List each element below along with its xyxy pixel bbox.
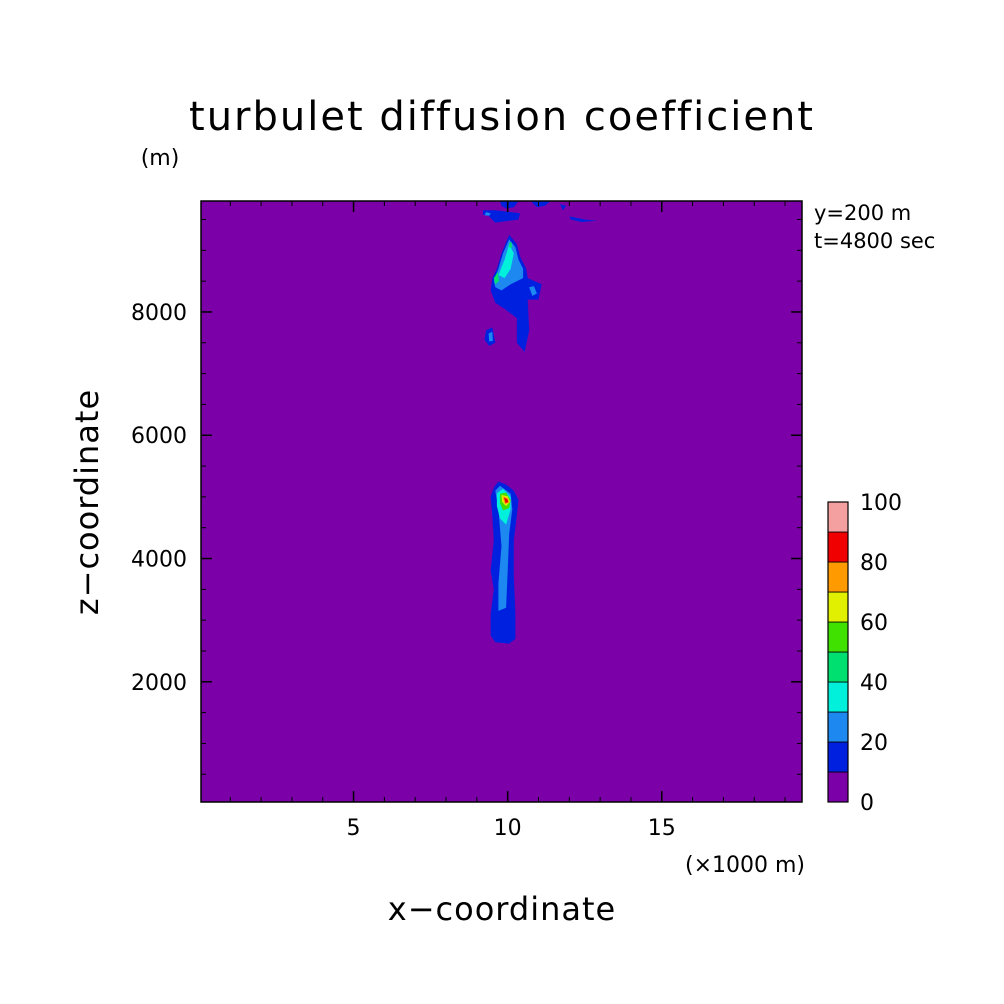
x-tick-label: 5 xyxy=(347,816,361,841)
contour-region xyxy=(529,286,537,296)
x-tick-label: 15 xyxy=(648,816,676,841)
colorbar-swatch xyxy=(827,681,849,713)
plot-area xyxy=(200,200,803,803)
colorbar-swatch xyxy=(827,621,849,653)
contour-region xyxy=(483,210,520,223)
colorbar-swatch xyxy=(827,531,849,563)
colorbar: 0 20 40 60 80 100 xyxy=(827,491,902,816)
chart-title: turbulet diffusion coefficient xyxy=(189,94,815,140)
y-tick-label: 8000 xyxy=(131,301,187,326)
x-axis-label: x−coordinate xyxy=(388,890,616,928)
x-tick-label: 10 xyxy=(494,816,522,841)
y-tick-label: 4000 xyxy=(131,548,187,573)
x-unit-label: (×1000 m) xyxy=(685,853,805,878)
annotation-y: y=200 m xyxy=(814,201,911,225)
contour-fills xyxy=(483,201,597,644)
contour-region xyxy=(509,242,513,248)
contour-region xyxy=(530,201,551,208)
y-axis-label: z−coordinate xyxy=(68,389,106,615)
colorbar-tick-label: 20 xyxy=(860,731,888,756)
y-tick-label: 2000 xyxy=(131,671,187,696)
colorbar-swatch xyxy=(827,561,849,593)
colorbar-tick-label: 80 xyxy=(860,551,888,576)
contour-region xyxy=(500,201,519,209)
colorbar-swatch xyxy=(827,711,849,743)
contour-region xyxy=(498,244,514,279)
colorbar-tick-label: 0 xyxy=(860,791,874,816)
contour-region xyxy=(484,212,491,216)
contour-region xyxy=(560,204,567,211)
contour-region xyxy=(569,216,597,222)
annotation-t: t=4800 sec xyxy=(814,229,935,253)
colorbar-tick-label: 100 xyxy=(860,491,902,516)
colorbar-swatch xyxy=(827,771,849,803)
colorbar-tick-label: 60 xyxy=(860,611,888,636)
contour-region xyxy=(493,271,499,285)
colorbar-frame xyxy=(827,501,849,803)
plot-frame xyxy=(200,200,803,803)
x-axis: 5 10 15 xyxy=(347,201,676,841)
contour-region xyxy=(504,497,509,503)
colorbar-tick-label: 40 xyxy=(860,671,888,696)
contour-region xyxy=(488,331,493,342)
colorbar-swatch xyxy=(827,501,849,533)
y-axis: 2000 4000 6000 8000 xyxy=(131,301,802,696)
y-tick-label: 6000 xyxy=(131,424,187,449)
y-unit-label: (m) xyxy=(141,146,180,171)
colorbar-swatch xyxy=(827,651,849,683)
colorbar-swatch xyxy=(827,741,849,773)
colorbar-swatch xyxy=(827,591,849,623)
